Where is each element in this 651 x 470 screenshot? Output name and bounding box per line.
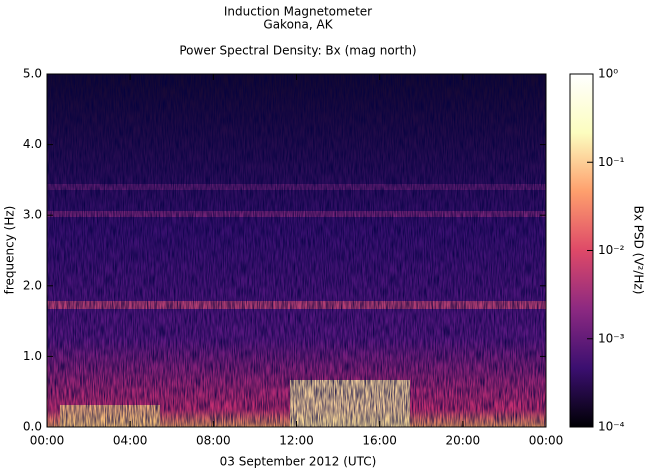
x-tick-label: 00:00 [529, 434, 564, 448]
colorbar-label: Bx PSD (V²/Hz) [632, 206, 646, 295]
colorbar-tick-label: 10⁻¹ [598, 155, 625, 169]
x-tick-label: 20:00 [446, 434, 481, 448]
y-axis-label: frequency (Hz) [3, 206, 17, 295]
spectrogram [47, 74, 546, 427]
chart-title: Induction Magnetometer [224, 5, 372, 19]
y-tick-label: 2.0 [23, 278, 42, 292]
colorbar-tick-label: 10⁻⁴ [598, 420, 625, 434]
y-tick-label: 5.0 [23, 67, 42, 81]
x-tick-label: 08:00 [196, 434, 231, 448]
colorbar-tick-label: 10⁻³ [598, 331, 625, 345]
y-tick-label: 4.0 [23, 137, 42, 151]
y-tick-label: 0.0 [23, 420, 42, 434]
chart-subtitle: Gakona, AK [263, 18, 333, 32]
x-axis-label: 03 September 2012 (UTC) [220, 455, 377, 469]
colorbar-tick-label: 10⁰ [598, 67, 618, 81]
colorbar-tick-label: 10⁻² [598, 243, 625, 257]
x-tick-label: 16:00 [362, 434, 397, 448]
y-tick-label: 3.0 [23, 208, 42, 222]
y-tick-label: 1.0 [23, 349, 42, 363]
x-tick-label: 00:00 [30, 434, 65, 448]
x-tick-label: 12:00 [279, 434, 314, 448]
x-tick-label: 04:00 [113, 434, 148, 448]
plot-title: Power Spectral Density: Bx (mag north) [179, 44, 416, 58]
